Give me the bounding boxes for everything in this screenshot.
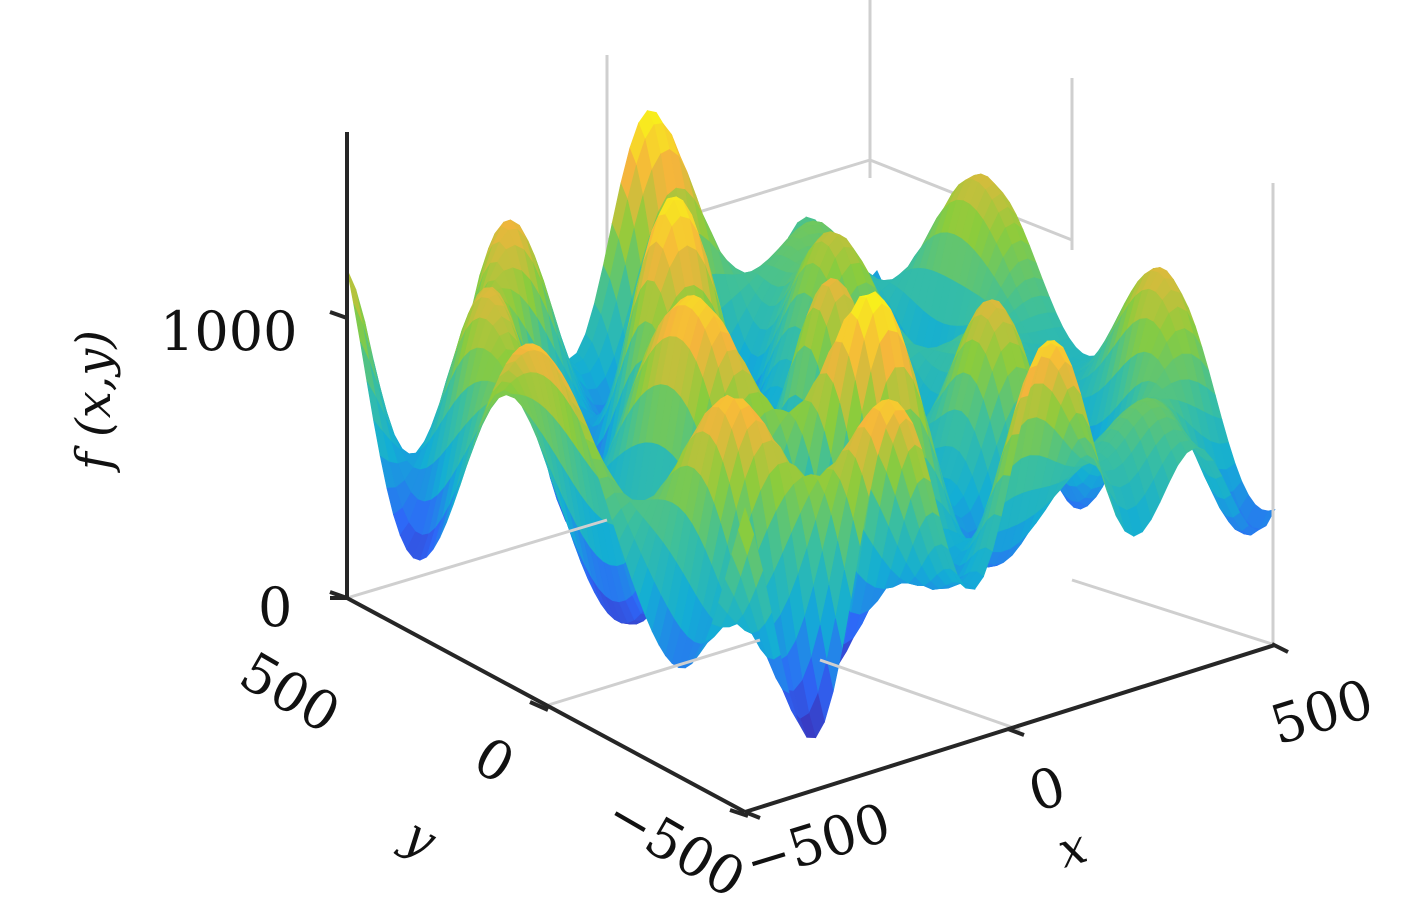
surface-patch <box>738 507 755 556</box>
z-axis-label: f (x,y) <box>66 330 122 473</box>
z-tick-label-0: 0 <box>258 576 292 639</box>
grid-line-floor <box>544 638 761 708</box>
z-tick-1000 <box>329 310 348 320</box>
y-axis-label: y <box>392 806 446 869</box>
y-tick-neg500 <box>729 808 749 818</box>
x-axis-label: x <box>1051 818 1093 879</box>
axes <box>329 132 1289 820</box>
grid-line-floor <box>1071 578 1276 647</box>
y-tick-label-500: 500 <box>230 640 351 746</box>
y-tick-label-0: 0 <box>464 725 525 797</box>
floor-grid <box>346 183 1276 732</box>
x-tick-neg500 <box>744 810 761 820</box>
x-tick-label-0: 0 <box>1021 754 1072 824</box>
x-tick-500 <box>1271 642 1289 654</box>
z-tick-label-1000: 1000 <box>160 300 297 363</box>
x-tick-label-500: 500 <box>1263 667 1380 757</box>
x-tick-0 <box>1007 727 1025 737</box>
y-tick-0 <box>529 700 549 712</box>
grid-line-floor <box>346 518 608 600</box>
grid-line-floor <box>819 658 1021 732</box>
surface-mesh <box>346 110 1276 739</box>
surface-patch <box>346 268 363 325</box>
y-tick-label-neg500: −500 <box>596 782 756 898</box>
y-axis-line <box>346 596 746 814</box>
